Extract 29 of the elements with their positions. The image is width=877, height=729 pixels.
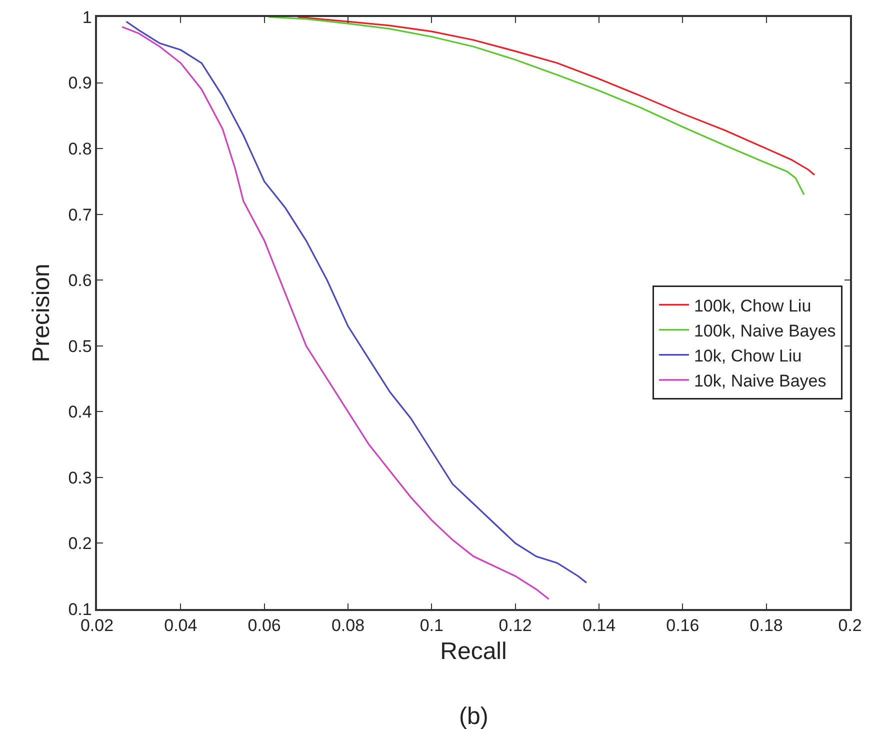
legend-label: 100k, Naive Bayes: [694, 321, 836, 340]
x-tick-label: 0.02: [80, 616, 114, 636]
y-tick-label: 0.8: [68, 140, 92, 159]
x-tick-label: 0.06: [248, 616, 281, 636]
text: (b): [459, 703, 488, 729]
x-tick-label: 0.16: [666, 616, 700, 636]
legend-label: 10k, Chow Liu: [694, 346, 802, 366]
y-tick-label: 0.1: [68, 600, 92, 619]
y-tick-label: 0.5: [68, 336, 92, 356]
line-series: [268, 17, 805, 196]
y-tick-label: 0.9: [68, 74, 92, 93]
y-tick-label: 0.6: [68, 271, 92, 290]
y-tick-label: 0.7: [68, 205, 92, 224]
x-tick-label: 0.1: [420, 616, 444, 636]
x-axis-title: Recall: [440, 638, 507, 665]
line-series: [297, 17, 816, 176]
x-tick-label: 0.04: [164, 616, 198, 636]
y-tick-label: 0.4: [68, 402, 92, 422]
y-tick-label: 1: [82, 8, 92, 27]
x-tick-label: 0.18: [750, 616, 783, 636]
x-tick-label: 0.08: [331, 616, 365, 636]
legend-label: 100k, Chow Liu: [694, 296, 812, 316]
x-tick-label: 0.12: [498, 616, 532, 636]
x-tick-label: 0.2: [838, 616, 862, 636]
y-tick-label: 0.2: [68, 534, 92, 554]
y-tick-label: 0.3: [68, 468, 92, 488]
x-tick-label: 0.14: [582, 616, 616, 636]
legend-label: 10k, Naive Bayes: [694, 372, 826, 391]
y-axis-title: Precision: [28, 264, 55, 362]
